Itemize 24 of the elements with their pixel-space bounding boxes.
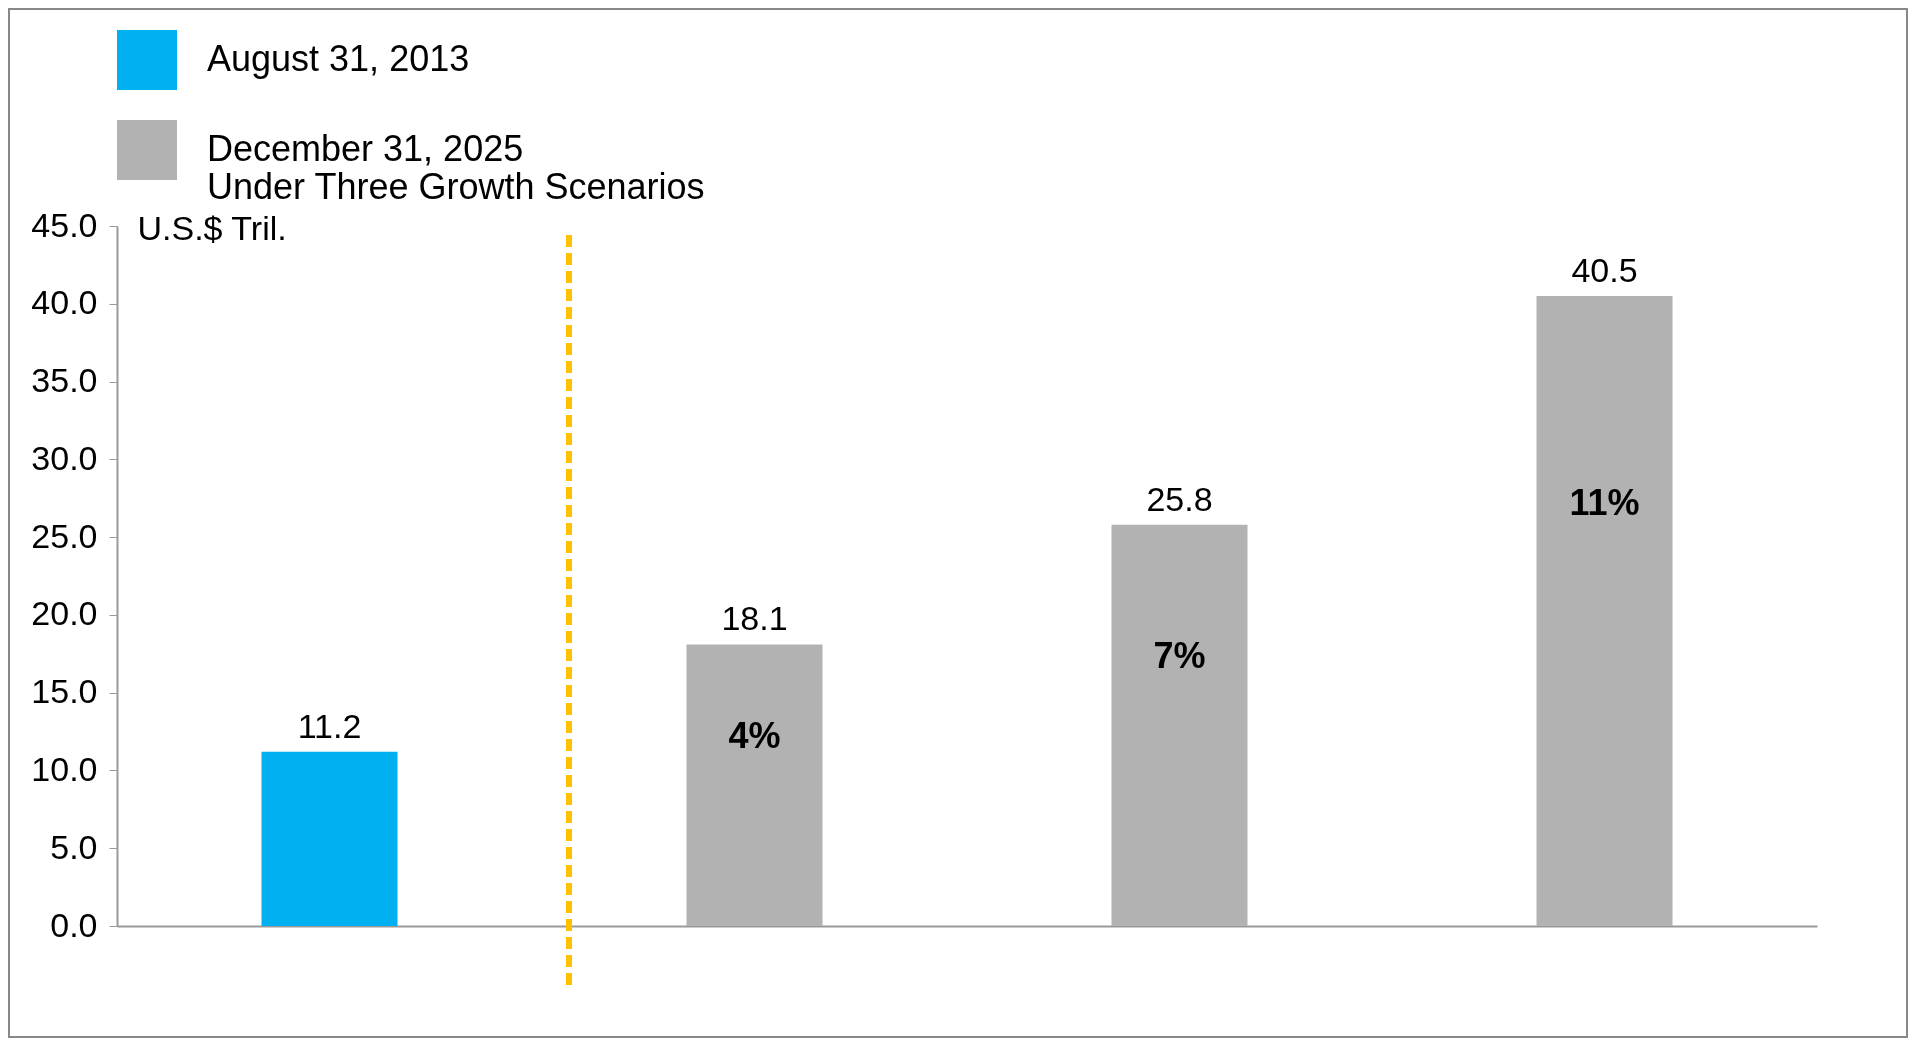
y-tick-label: 20.0 [31, 594, 98, 633]
y-tick-label: 25.0 [31, 516, 98, 555]
bar [1111, 524, 1248, 926]
y-tick-label: 45.0 [31, 205, 98, 244]
y-tick-label: 35.0 [31, 361, 98, 400]
y-tick-label: 30.0 [31, 438, 98, 477]
y-axis-title: U.S.$ Tril. [137, 208, 287, 247]
bar [686, 644, 823, 926]
legend-label: December 31, 2025 Under Three Growth Scenarios [207, 128, 705, 207]
bar [261, 751, 398, 926]
data-label: 40.5 [1571, 251, 1638, 289]
y-tick-label: 10.0 [31, 749, 98, 788]
annotation: 7% [1153, 635, 1206, 677]
y-tick-label: 15.0 [31, 672, 98, 711]
y-tick-label: 40.0 [31, 283, 98, 322]
legend-label: August 31, 2013 [207, 38, 470, 79]
y-tick-label: 5.0 [50, 827, 98, 866]
data-label: 25.8 [1146, 479, 1213, 518]
bar [1536, 296, 1673, 926]
data-label: 18.1 [721, 599, 788, 638]
y-tick-label: 0.0 [50, 905, 98, 944]
annotation: 4% [728, 715, 781, 757]
annotation: 11% [1569, 481, 1640, 523]
data-label: 11.2 [297, 706, 362, 745]
